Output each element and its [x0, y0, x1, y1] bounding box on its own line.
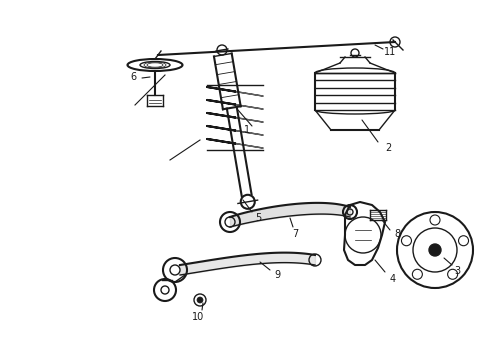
- Circle shape: [197, 297, 203, 303]
- Text: 4: 4: [390, 274, 396, 284]
- Text: 2: 2: [385, 143, 391, 153]
- Text: 3: 3: [454, 266, 460, 276]
- Text: 5: 5: [255, 213, 261, 223]
- Text: 8: 8: [394, 229, 400, 239]
- Circle shape: [429, 244, 441, 256]
- Text: 10: 10: [192, 312, 204, 322]
- Text: 9: 9: [274, 270, 280, 280]
- Text: 1: 1: [244, 125, 250, 135]
- Text: 6: 6: [130, 72, 136, 82]
- Text: 7: 7: [292, 229, 298, 239]
- Text: 11: 11: [384, 47, 396, 57]
